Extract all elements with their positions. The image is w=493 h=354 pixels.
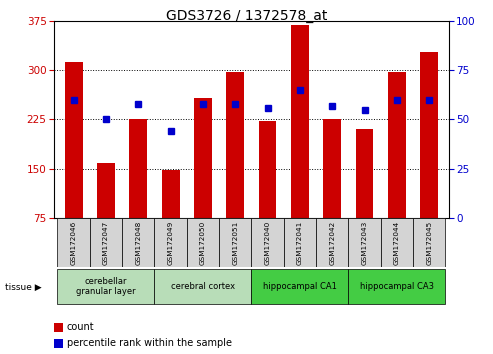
Text: GSM172044: GSM172044 <box>394 220 400 265</box>
Bar <box>349 218 381 267</box>
Text: cerebral cortex: cerebral cortex <box>171 282 235 291</box>
Text: percentile rank within the sample: percentile rank within the sample <box>67 338 232 348</box>
Text: GSM172045: GSM172045 <box>426 220 432 265</box>
Text: hippocampal CA3: hippocampal CA3 <box>360 282 434 291</box>
Text: GSM172041: GSM172041 <box>297 220 303 265</box>
Bar <box>355 129 374 218</box>
Bar <box>291 24 309 218</box>
Bar <box>187 218 219 267</box>
Bar <box>194 98 212 218</box>
Bar <box>388 72 406 218</box>
Bar <box>251 269 349 304</box>
Text: tissue ▶: tissue ▶ <box>5 283 41 292</box>
Bar <box>323 119 341 218</box>
Text: count: count <box>67 322 94 332</box>
Text: cerebellar
granular layer: cerebellar granular layer <box>76 277 136 296</box>
Bar <box>122 218 154 267</box>
Text: GSM172051: GSM172051 <box>232 220 238 265</box>
Bar <box>381 218 413 267</box>
Bar <box>58 269 154 304</box>
Bar <box>284 218 316 267</box>
Bar <box>65 63 82 218</box>
Bar <box>226 72 244 218</box>
Text: GSM172046: GSM172046 <box>70 220 76 265</box>
Bar <box>58 218 90 267</box>
Bar <box>421 52 438 218</box>
Bar <box>129 119 147 218</box>
Bar <box>349 269 445 304</box>
Bar <box>162 170 179 218</box>
Text: GSM172050: GSM172050 <box>200 220 206 265</box>
Text: GSM172042: GSM172042 <box>329 220 335 265</box>
Text: GSM172040: GSM172040 <box>265 220 271 265</box>
Text: hippocampal CA1: hippocampal CA1 <box>263 282 337 291</box>
Bar <box>259 121 277 218</box>
Bar <box>219 218 251 267</box>
Text: GSM172049: GSM172049 <box>168 220 174 265</box>
Text: GSM172043: GSM172043 <box>361 220 368 265</box>
Bar <box>413 218 445 267</box>
Bar <box>90 218 122 267</box>
Bar <box>97 163 115 218</box>
Bar <box>316 218 349 267</box>
Bar <box>154 218 187 267</box>
Text: GSM172047: GSM172047 <box>103 220 109 265</box>
Bar <box>251 218 284 267</box>
Text: GDS3726 / 1372578_at: GDS3726 / 1372578_at <box>166 9 327 23</box>
Text: GSM172048: GSM172048 <box>135 220 141 265</box>
Bar <box>154 269 251 304</box>
